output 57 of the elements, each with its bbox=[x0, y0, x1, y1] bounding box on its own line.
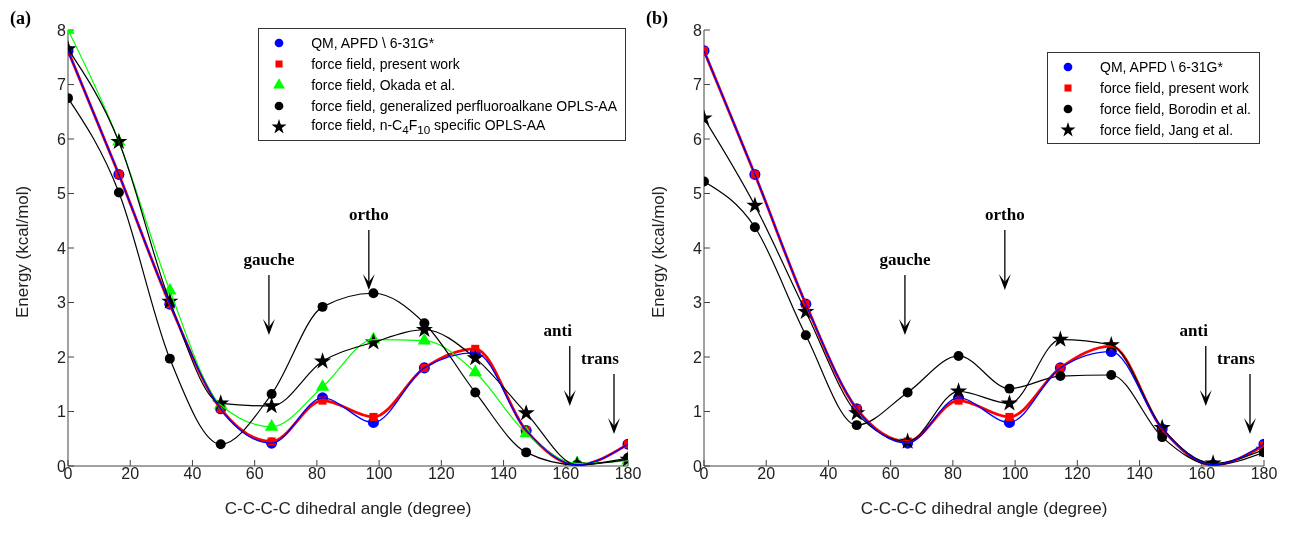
y-tick-label: 5 bbox=[693, 185, 703, 203]
chart-title: (a) bbox=[10, 8, 31, 29]
x-tick-label: 100 bbox=[1001, 465, 1029, 483]
annotation: trans bbox=[1217, 349, 1256, 368]
x-tick-label: 120 bbox=[1063, 465, 1091, 483]
legend-label: force field, Borodin et al. bbox=[1100, 100, 1251, 117]
x-tick-label: 20 bbox=[121, 465, 140, 483]
x-tick-label: 120 bbox=[427, 465, 455, 483]
y-tick-label: 2 bbox=[57, 348, 67, 366]
y-axis-title: Energy (kcal/mol) bbox=[649, 185, 669, 318]
y-tick-label: 6 bbox=[57, 130, 67, 148]
x-axis-title: C-C-C-C dihedral angle (degree) bbox=[860, 499, 1108, 518]
legend-label: force field, n-C$_{4}$F$_{10}$ specific OPLS-AA bbox=[311, 117, 546, 136]
legend-label: force field, Okada et al. bbox=[311, 76, 456, 93]
x-tick-label: 80 bbox=[943, 465, 962, 483]
x-tick-label: 160 bbox=[1188, 465, 1216, 483]
annotation: ortho bbox=[985, 205, 1025, 224]
y-axis-title: Energy (kcal/mol) bbox=[13, 185, 33, 318]
y-tick-label: 8 bbox=[57, 21, 67, 39]
y-tick-label: 3 bbox=[57, 294, 67, 312]
chart-title: (b) bbox=[646, 8, 668, 29]
x-tick-label: 20 bbox=[757, 465, 776, 483]
x-tick-label: 40 bbox=[819, 465, 838, 483]
legend-label: force field, Jang et al. bbox=[1100, 121, 1234, 138]
y-tick-label: 3 bbox=[693, 294, 703, 312]
x-tick-label: 100 bbox=[365, 465, 393, 483]
y-tick-label: 5 bbox=[57, 185, 67, 203]
x-tick-label: 140 bbox=[490, 465, 517, 483]
annotation: ortho bbox=[349, 205, 389, 224]
y-tick-label: 1 bbox=[57, 403, 67, 421]
x-tick-label: 180 bbox=[1250, 465, 1278, 483]
legend-label: force field, present work bbox=[311, 55, 460, 72]
y-tick-label: 8 bbox=[693, 21, 703, 39]
legend-label: force field, present work bbox=[1100, 79, 1249, 96]
x-tick-label: 60 bbox=[245, 465, 264, 483]
annotation: gauche bbox=[243, 250, 295, 269]
annotation: gauche bbox=[879, 250, 931, 269]
y-tick-label: 6 bbox=[693, 130, 703, 148]
annotation: trans bbox=[581, 349, 620, 368]
x-tick-label: 140 bbox=[1126, 465, 1153, 483]
x-tick-label: 60 bbox=[881, 465, 900, 483]
x-tick-label: 180 bbox=[614, 465, 642, 483]
y-tick-label: 4 bbox=[57, 239, 67, 257]
legend-label: force field, generalized perfluoroalkane OPLS-AA bbox=[311, 97, 617, 114]
y-tick-label: 7 bbox=[57, 76, 67, 94]
y-tick-label: 4 bbox=[693, 239, 703, 257]
legend-label: QM, APFD \ 6-31G* bbox=[1100, 58, 1223, 75]
x-tick-label: 40 bbox=[183, 465, 202, 483]
annotation: anti bbox=[1179, 321, 1209, 340]
legend-label: QM, APFD \ 6-31G* bbox=[311, 34, 435, 51]
y-tick-label: 1 bbox=[693, 403, 703, 421]
x-tick-label: 80 bbox=[307, 465, 326, 483]
y-tick-label: 2 bbox=[693, 348, 703, 366]
annotation: anti bbox=[543, 321, 573, 340]
x-axis-title: C-C-C-C dihedral angle (degree) bbox=[224, 499, 472, 518]
x-tick-label: 160 bbox=[552, 465, 580, 483]
y-tick-label: 7 bbox=[693, 76, 703, 94]
